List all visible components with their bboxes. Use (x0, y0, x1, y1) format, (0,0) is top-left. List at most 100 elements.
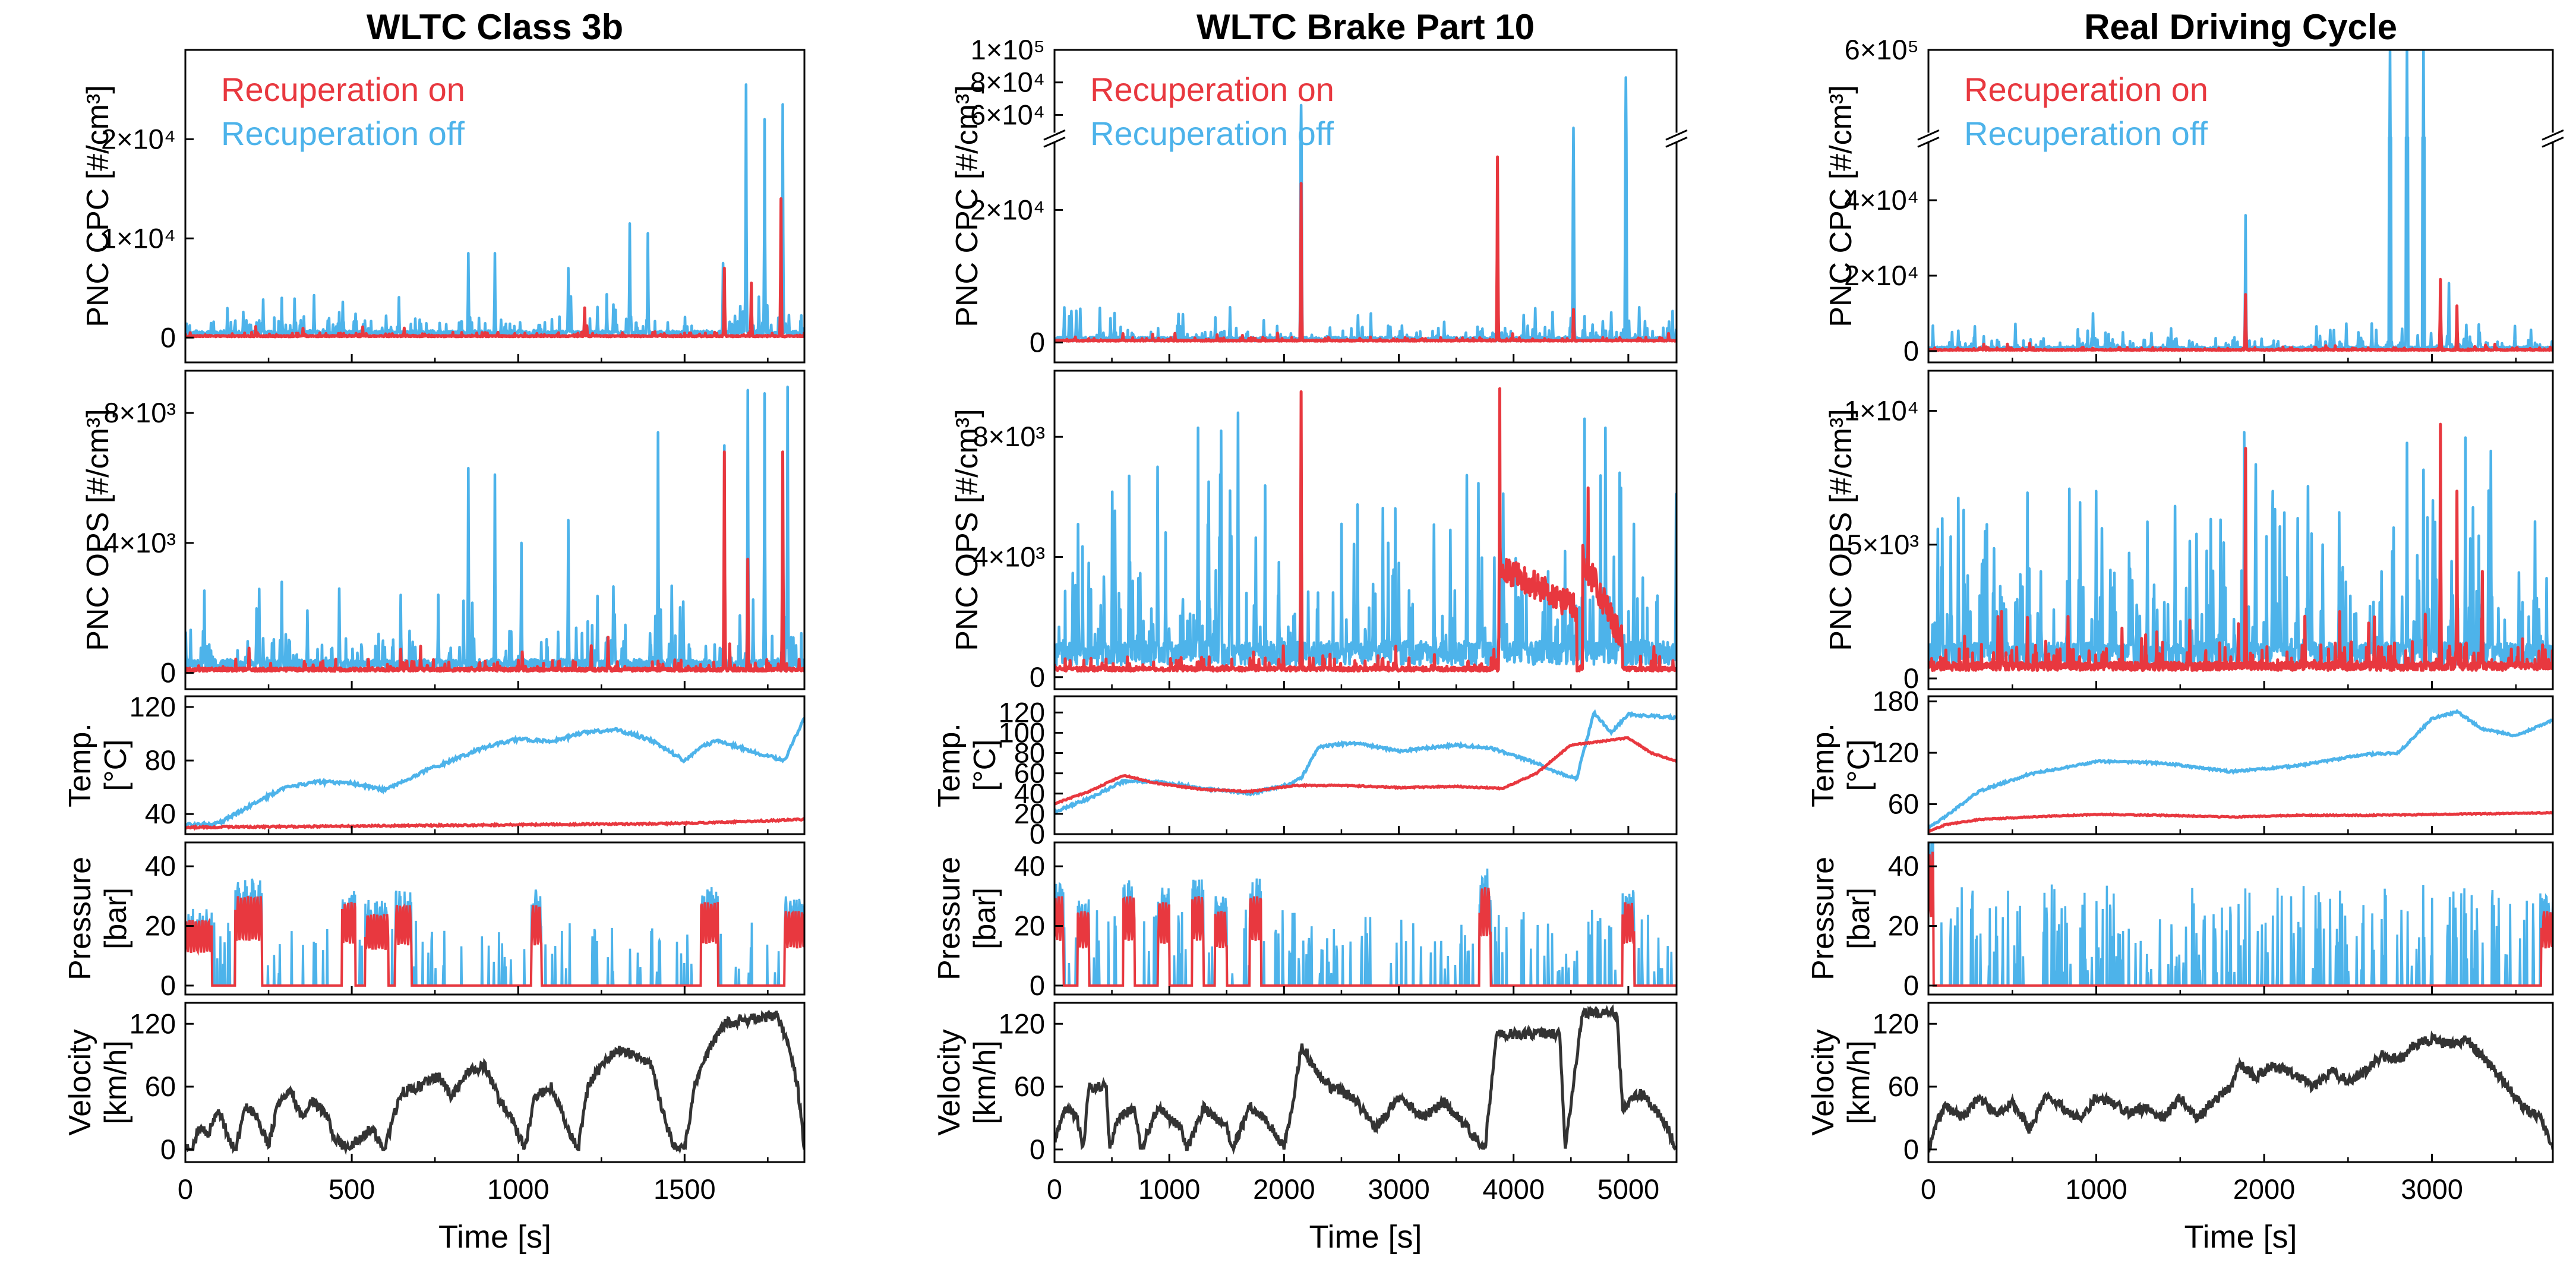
y-axis-label: [°C] (1842, 739, 1876, 791)
x-tick-label: 500 (329, 1173, 375, 1205)
y-axis-label: Temp. (1806, 723, 1841, 807)
plot-area-temp (1055, 709, 1677, 814)
plot-area-temp (185, 717, 804, 831)
series-recuperation-on-cpc (1055, 155, 1677, 343)
y-tick-label: 60 (1888, 788, 1919, 820)
y-tick-label: 4×10³ (103, 527, 176, 558)
legend: Recuperation on Recuperation off (1964, 71, 2208, 152)
y-tick-label: 120 (130, 691, 176, 722)
chart-column: Real Driving Cycle 0 2×10⁴ 4×10⁴ 6×10⁵ PNC CP… (1806, 7, 2564, 1255)
y-axis-label: PNC CPC [#/cm³] (950, 85, 984, 327)
y-tick-label: 120 (130, 1008, 176, 1039)
axis-break-mark (1665, 129, 1688, 141)
y-axis-label: PNC OPS [#/cm³] (950, 409, 984, 651)
plot-area-cpc (1928, 50, 2553, 352)
y-tick-label: 6×10⁵ (1845, 34, 1919, 65)
y-tick-label: 8×10³ (103, 397, 176, 428)
y-axis-label: Pressure (1806, 857, 1841, 980)
axis-break-mark (1043, 129, 1066, 141)
y-tick-label: 0 (160, 321, 176, 353)
chart-title: Real Driving Cycle (2084, 7, 2397, 47)
y-tick-label: 0 (160, 970, 176, 1001)
y-tick-label: 120 (1873, 1008, 1919, 1039)
y-tick-label: 0 (1903, 335, 1919, 367)
y-tick-label: 8×10⁴ (970, 67, 1045, 98)
series-recuperation-off-temp (1928, 709, 2553, 830)
series-recuperation-off-pressure (1928, 842, 2553, 987)
series-recuperation-off-ops (185, 386, 804, 671)
series-recuperation-off-temp (1055, 709, 1677, 814)
axes-frame-ops (1927, 370, 2554, 690)
y-tick-label: 40 (1888, 850, 1919, 882)
y-axis-label: [°C] (968, 739, 1002, 791)
series-recuperation-on-ops (185, 450, 804, 673)
y-axis-label: [km/h] (1842, 1040, 1876, 1125)
axis-break-gap (2550, 132, 2555, 143)
plot-area-ops (1928, 422, 2553, 672)
y-axis-label: [bar] (99, 888, 133, 949)
plot-area-cpc (1055, 76, 1677, 343)
axes-frame-cpc (1053, 49, 1678, 364)
plot-area-pressure (185, 878, 804, 987)
legend-recuperation-off: Recuperation off (1090, 115, 1334, 152)
y-tick-label: 5×10³ (1846, 529, 1919, 560)
y-axis-label: Pressure (63, 857, 97, 980)
series-recuperation-on-pressure (1055, 887, 1677, 987)
y-tick-label: 0 (1903, 1134, 1919, 1165)
axis-break-mark (2542, 129, 2564, 141)
series-recuperation-on-cpc (1928, 277, 2553, 352)
y-axis-label: PNC OPS [#/cm³] (81, 409, 115, 651)
y-axis-label: PNC CPC [#/cm³] (1824, 85, 1858, 327)
axes-frame-cpc (184, 49, 806, 364)
series-recuperation-on-ops (1928, 422, 2553, 672)
axis-break-gap (1674, 132, 1679, 143)
y-axis-label: Pressure (932, 857, 967, 980)
x-tick-label: 1500 (654, 1173, 716, 1205)
x-axis-label: Time [s] (1309, 1219, 1422, 1255)
legend-recuperation-on: Recuperation on (221, 71, 465, 108)
y-tick-label: 60 (1014, 1071, 1045, 1102)
x-tick-label: 1000 (1138, 1173, 1201, 1205)
y-tick-label: 40 (145, 798, 176, 829)
axes-frame-cpc (1927, 49, 2554, 364)
y-tick-label: 60 (1014, 757, 1045, 789)
legend-recuperation-on: Recuperation on (1090, 71, 1334, 108)
y-tick-label: 40 (1014, 778, 1045, 809)
y-tick-label: 0 (160, 657, 176, 689)
y-tick-label: 80 (145, 744, 176, 776)
y-axis-label: Temp. (932, 723, 967, 807)
series-recuperation-on-cpc (185, 197, 804, 339)
y-tick-label: 20 (1014, 798, 1045, 829)
series-recuperation-off-pressure (1055, 868, 1677, 987)
series-velocity (185, 1009, 804, 1156)
y-tick-label: 2×10⁴ (101, 123, 176, 154)
axis-break-mark (2542, 136, 2564, 148)
y-tick-label: 6×10⁴ (970, 99, 1045, 130)
y-tick-label: 120 (999, 1008, 1045, 1039)
axes-frame-pressure (1053, 841, 1678, 996)
x-tick-label: 1000 (2065, 1173, 2127, 1205)
legend-recuperation-off: Recuperation off (221, 115, 465, 152)
y-tick-label: 0 (160, 1134, 176, 1165)
y-tick-label: 0 (1030, 1134, 1045, 1165)
y-tick-label: 80 (1014, 737, 1045, 769)
axis-break-mark (1917, 129, 1940, 141)
plot-area-velocity (1055, 1004, 1677, 1155)
x-tick-label: 3000 (1368, 1173, 1430, 1205)
y-tick-label: 0 (1030, 818, 1045, 850)
y-tick-label: 0 (1903, 662, 1919, 694)
y-tick-label: 0 (1030, 970, 1045, 1001)
axis-break-mark (1043, 136, 1066, 148)
y-tick-label: 1×10⁴ (1844, 395, 1919, 427)
axes-frame-velocity (1927, 1002, 2554, 1163)
y-tick-label: 60 (1888, 1071, 1919, 1102)
series-recuperation-on-temp (1928, 810, 2553, 834)
plot-area-cpc (185, 83, 804, 339)
y-tick-label: 1×10⁵ (971, 34, 1045, 65)
series-recuperation-off-ops (1928, 425, 2553, 667)
y-tick-label: 4×10⁴ (1844, 184, 1919, 216)
x-tick-label: 3000 (2401, 1173, 2463, 1205)
plot-area-temp (1928, 709, 2553, 834)
chart-title: WLTC Brake Part 10 (1197, 7, 1535, 47)
